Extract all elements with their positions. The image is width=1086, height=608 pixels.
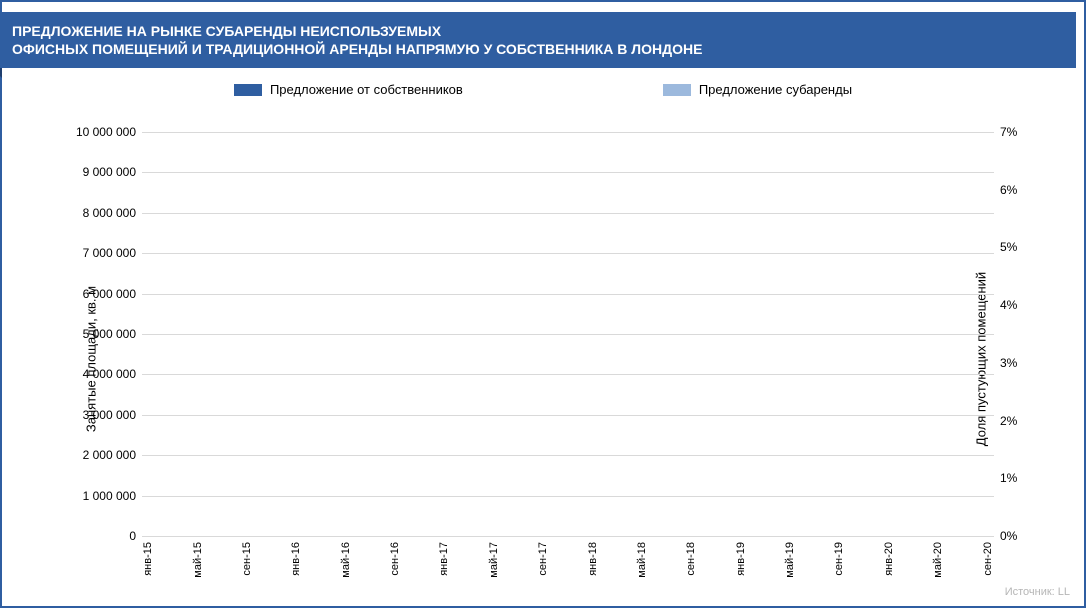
x-tick: янв-20 bbox=[883, 542, 895, 576]
x-tick: янв-18 bbox=[587, 542, 599, 576]
gridline bbox=[142, 213, 994, 214]
legend-item-owners: Предложение от собственников bbox=[234, 82, 463, 97]
gridline bbox=[142, 455, 994, 456]
x-tick: янв-19 bbox=[735, 542, 747, 576]
y-tick-right: 4% bbox=[1000, 298, 1040, 312]
y-tick-right: 3% bbox=[1000, 356, 1040, 370]
legend-item-sublease: Предложение субаренды bbox=[663, 82, 852, 97]
gridline bbox=[142, 536, 994, 537]
y-tick-left: 3 000 000 bbox=[56, 408, 136, 422]
y-tick-right: 5% bbox=[1000, 240, 1040, 254]
plot-region: янв-15май-15сен-15янв-16май-16сен-16янв-… bbox=[142, 132, 994, 536]
gridline bbox=[142, 253, 994, 254]
chart-title: ПРЕДЛОЖЕНИЕ НА РЫНКЕ СУБАРЕНДЫ НЕИСПОЛЬЗ… bbox=[12, 23, 702, 57]
y-tick-right: 7% bbox=[1000, 125, 1040, 139]
y-tick-right: 0% bbox=[1000, 529, 1040, 543]
chart-frame: ПРЕДЛОЖЕНИЕ НА РЫНКЕ СУБАРЕНДЫ НЕИСПОЛЬЗ… bbox=[0, 0, 1086, 608]
y-tick-right: 6% bbox=[1000, 183, 1040, 197]
y-tick-left: 2 000 000 bbox=[56, 448, 136, 462]
gridline bbox=[142, 294, 994, 295]
gridline bbox=[142, 496, 994, 497]
x-tick: май-20 bbox=[932, 542, 944, 578]
y-tick-right: 2% bbox=[1000, 414, 1040, 428]
x-tick: май-16 bbox=[340, 542, 352, 578]
x-tick: янв-16 bbox=[290, 542, 302, 576]
y-tick-left: 7 000 000 bbox=[56, 246, 136, 260]
x-tick: сен-15 bbox=[241, 542, 253, 576]
x-tick: янв-15 bbox=[142, 542, 154, 576]
gridline bbox=[142, 334, 994, 335]
x-tick: май-17 bbox=[488, 542, 500, 578]
legend-label-owners: Предложение от собственников bbox=[270, 82, 463, 97]
y-tick-left: 8 000 000 bbox=[56, 206, 136, 220]
legend-label-sublease: Предложение субаренды bbox=[699, 82, 852, 97]
y-tick-left: 4 000 000 bbox=[56, 367, 136, 381]
y-tick-left: 6 000 000 bbox=[56, 287, 136, 301]
x-tick: сен-18 bbox=[685, 542, 697, 576]
legend-swatch-sublease bbox=[663, 84, 691, 96]
source-caption: Источник: LL bbox=[1005, 586, 1070, 598]
y-tick-right: 1% bbox=[1000, 471, 1040, 485]
chart-area: Занятые площади, кв. м Доля пустующих по… bbox=[12, 122, 1074, 596]
x-tick: май-18 bbox=[636, 542, 648, 578]
y-tick-left: 0 bbox=[56, 529, 136, 543]
gridline bbox=[142, 172, 994, 173]
x-tick: май-19 bbox=[784, 542, 796, 578]
legend-swatch-owners bbox=[234, 84, 262, 96]
gridline bbox=[142, 415, 994, 416]
chart-title-bar: ПРЕДЛОЖЕНИЕ НА РЫНКЕ СУБАРЕНДЫ НЕИСПОЛЬЗ… bbox=[0, 12, 1076, 68]
x-tick: май-15 bbox=[192, 542, 204, 578]
gridline bbox=[142, 374, 994, 375]
y-tick-left: 5 000 000 bbox=[56, 327, 136, 341]
x-tick: сен-16 bbox=[389, 542, 401, 576]
gridline bbox=[142, 132, 994, 133]
x-tick: сен-19 bbox=[833, 542, 845, 576]
legend: Предложение от собственников Предложение… bbox=[12, 82, 1074, 97]
x-tick: янв-17 bbox=[438, 542, 450, 576]
y-tick-left: 9 000 000 bbox=[56, 165, 136, 179]
y-tick-left: 1 000 000 bbox=[56, 489, 136, 503]
x-tick: сен-17 bbox=[537, 542, 549, 576]
y-tick-left: 10 000 000 bbox=[56, 125, 136, 139]
x-tick: сен-20 bbox=[982, 542, 994, 576]
